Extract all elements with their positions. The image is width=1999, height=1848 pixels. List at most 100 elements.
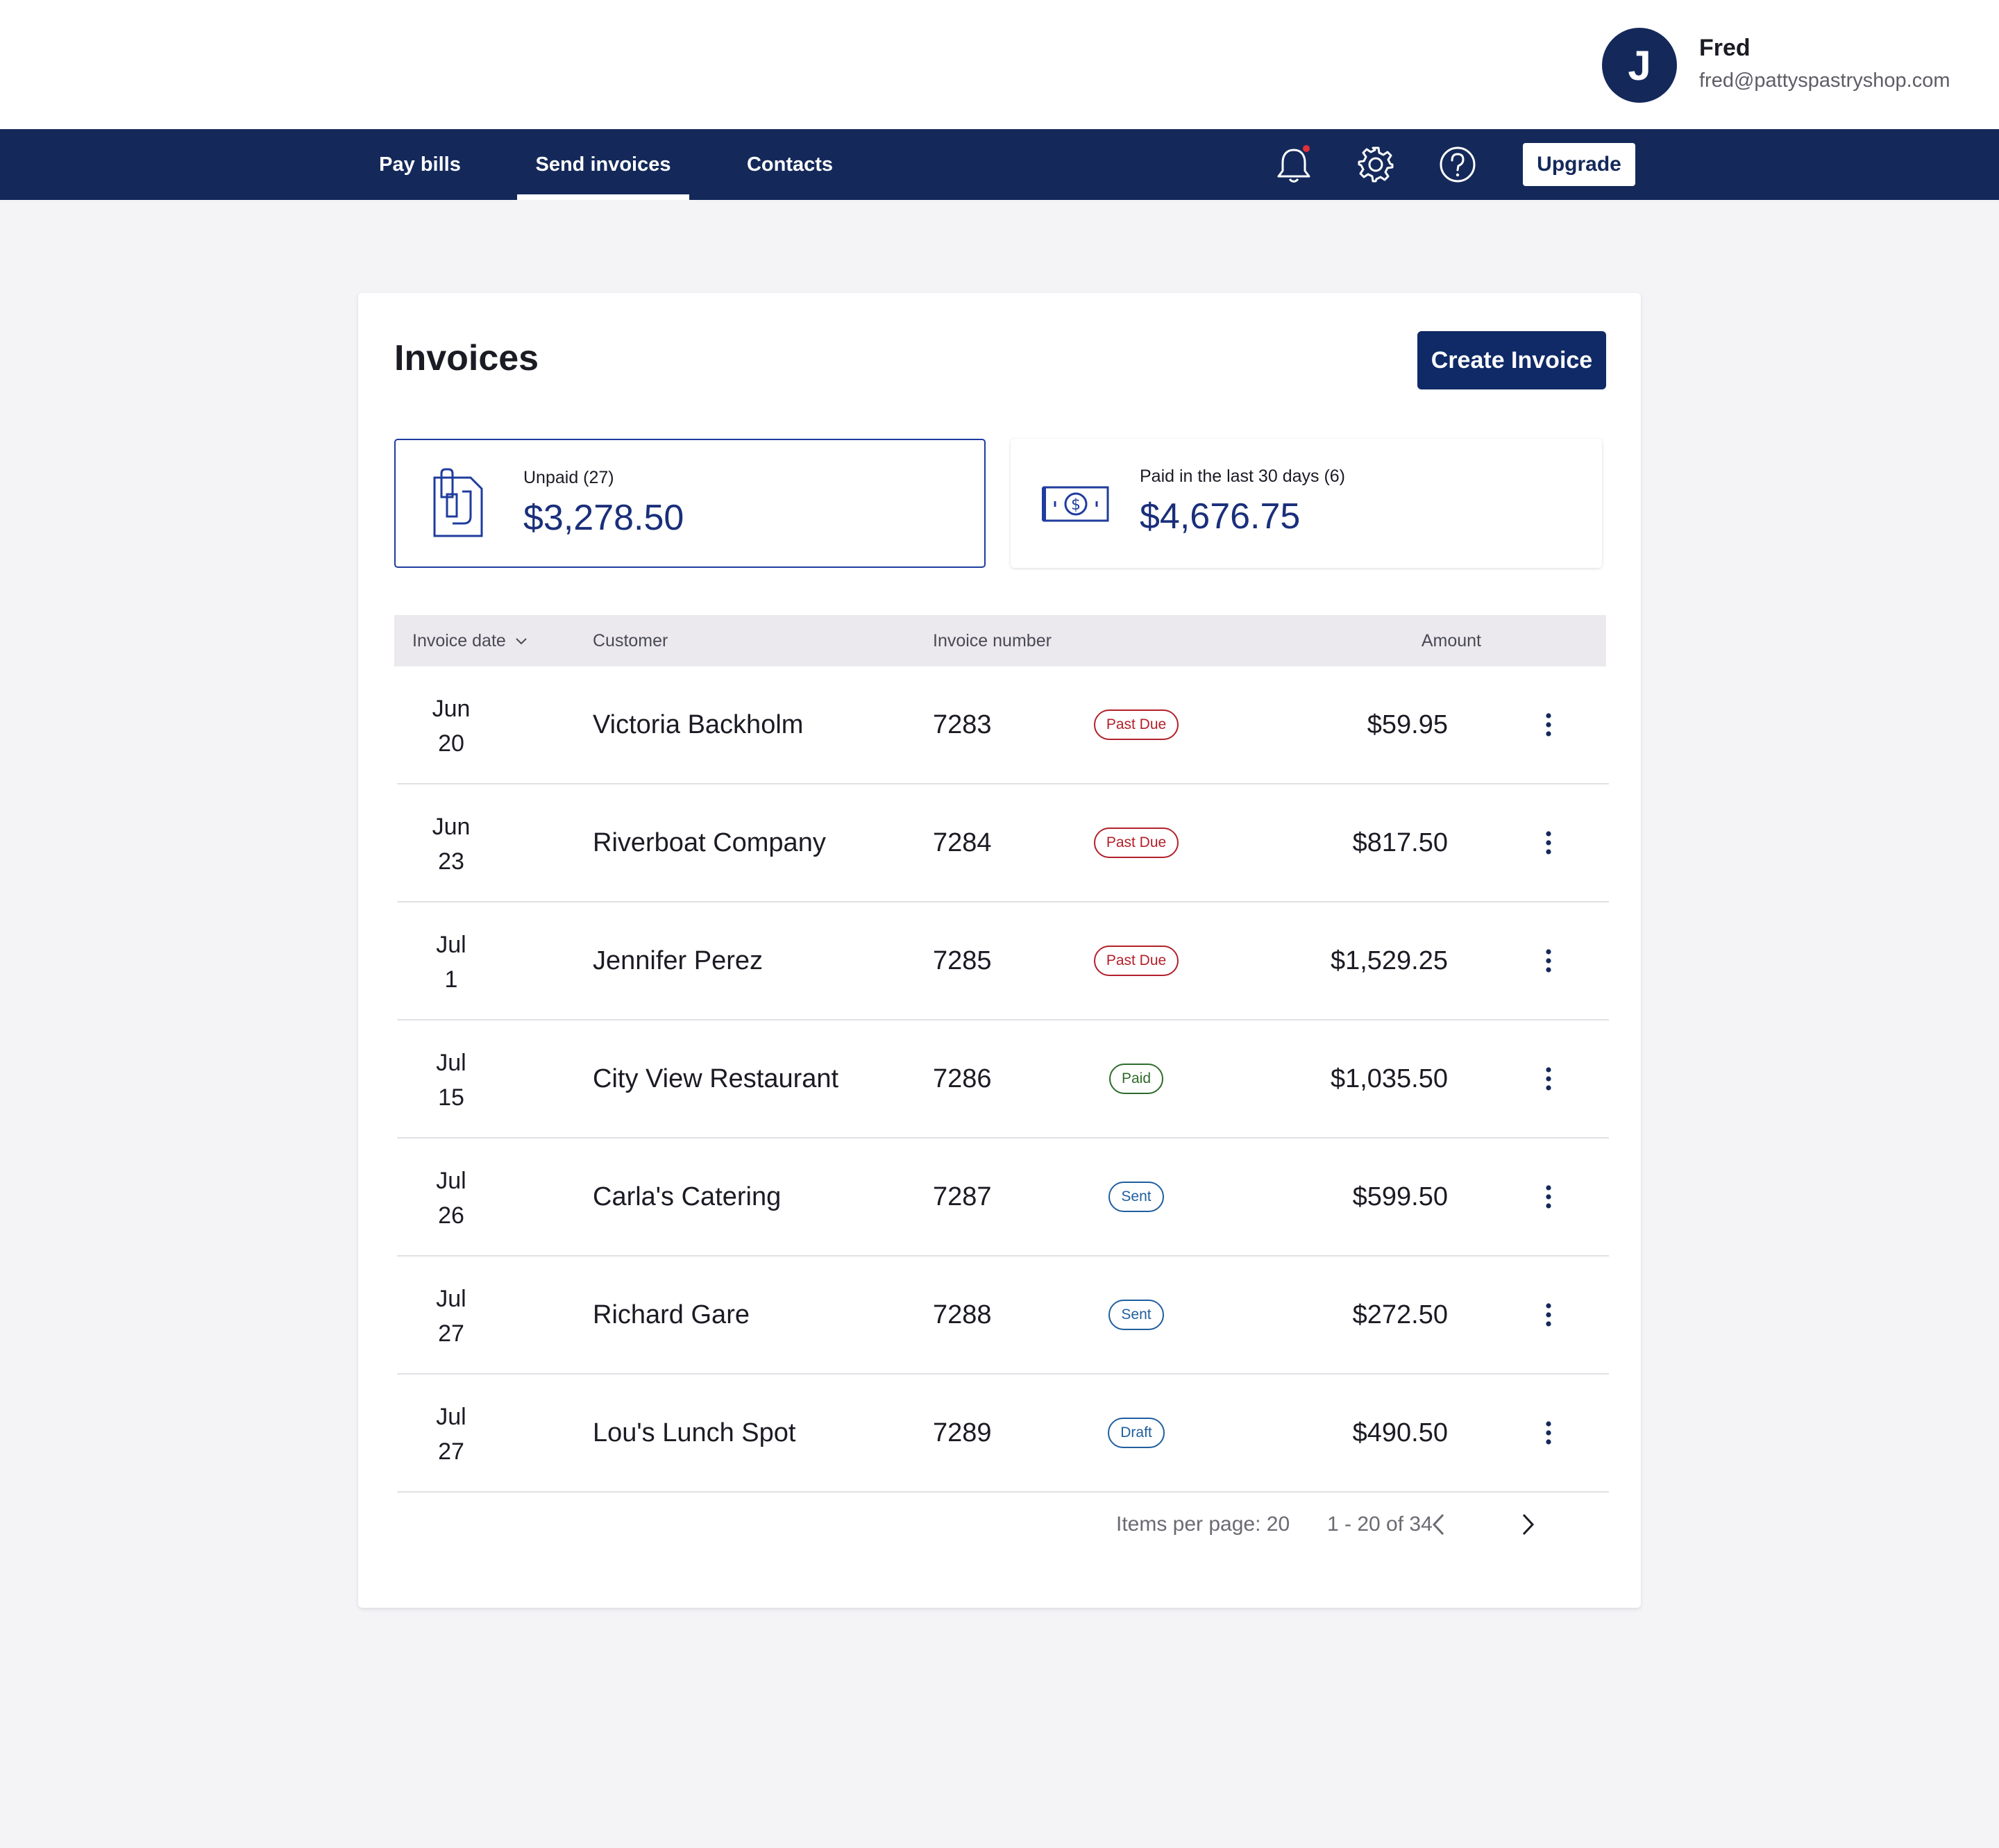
more-vertical-icon bbox=[1546, 1421, 1551, 1445]
invoice-date: Jul 27 bbox=[397, 1400, 505, 1469]
invoice-month: Jun bbox=[432, 696, 471, 722]
chevron-down-icon bbox=[516, 638, 527, 645]
table-row[interactable]: Jun 23 Riverboat Company 7284 Past Due $817.5… bbox=[397, 784, 1609, 902]
table-row[interactable]: Jul 27 Richard Gare 7288 Sent $272.50 bbox=[397, 1257, 1609, 1375]
invoice-number: 7286 bbox=[933, 1064, 992, 1093]
page-range: 1 - 20 of 34 bbox=[1327, 1513, 1433, 1536]
cash-icon: $ bbox=[1041, 483, 1111, 528]
tab-contacts-label: Contacts bbox=[746, 153, 834, 176]
invoice-amount: $817.50 bbox=[1352, 828, 1448, 857]
status-badge: Past Due bbox=[1093, 946, 1179, 976]
status-badge-cell: Paid bbox=[1095, 1020, 1178, 1137]
row-menu-button[interactable] bbox=[1531, 1061, 1566, 1096]
help-icon[interactable] bbox=[1437, 144, 1478, 185]
unpaid-value: $3,278.50 bbox=[523, 498, 684, 538]
row-menu-button[interactable] bbox=[1531, 943, 1566, 978]
invoice-day: 26 bbox=[438, 1202, 464, 1229]
invoice-rows: Jun 20 Victoria Backholm 7283 Past Due $59.95… bbox=[397, 666, 1609, 1493]
table-row[interactable]: Jul 1 Jennifer Perez 7285 Past Due $1,529.25 bbox=[397, 902, 1609, 1020]
invoice-date: Jul 1 bbox=[397, 927, 505, 997]
table-header: Invoice date Customer Invoice number Amo… bbox=[394, 615, 1606, 666]
customer-name: Riverboat Company bbox=[593, 828, 826, 857]
invoice-day: 23 bbox=[438, 848, 464, 875]
create-invoice-button[interactable]: Create Invoice bbox=[1417, 331, 1606, 389]
unpaid-summary-card[interactable]: Unpaid (27) $3,278.50 bbox=[394, 439, 986, 568]
tab-send-invoices-label: Send invoices bbox=[535, 153, 671, 176]
header-invoice-date-label: Invoice date bbox=[412, 631, 506, 650]
header-invoice-date[interactable]: Invoice date bbox=[412, 615, 528, 666]
upgrade-button[interactable]: Upgrade bbox=[1523, 143, 1635, 186]
tab-contacts[interactable]: Contacts bbox=[741, 129, 838, 200]
invoice-amount: $599.50 bbox=[1352, 1182, 1448, 1211]
status-badge-cell: Draft bbox=[1095, 1375, 1178, 1491]
invoice-month: Jul bbox=[436, 1286, 466, 1312]
row-menu-button[interactable] bbox=[1531, 825, 1566, 860]
user-name: Fred bbox=[1699, 35, 1751, 61]
status-badge: Past Due bbox=[1093, 828, 1179, 858]
more-vertical-icon bbox=[1546, 1185, 1551, 1209]
row-menu-button[interactable] bbox=[1531, 1297, 1566, 1332]
invoice-month: Jul bbox=[436, 1050, 466, 1076]
items-per-page[interactable]: Items per page: 20 bbox=[1116, 1513, 1290, 1536]
user-email: fred@pattyspastryshop.com bbox=[1699, 69, 1950, 92]
invoice-date: Jul 27 bbox=[397, 1282, 505, 1351]
customer-name: Jennifer Perez bbox=[593, 946, 764, 975]
paid-label: Paid in the last 30 days (6) bbox=[1140, 467, 1345, 486]
header-amount: Amount bbox=[1421, 631, 1481, 650]
customer-name: Carla's Catering bbox=[593, 1182, 782, 1211]
row-menu-button[interactable] bbox=[1531, 1416, 1566, 1450]
customer-name: Lou's Lunch Spot bbox=[593, 1418, 796, 1447]
paid-value: $4,676.75 bbox=[1140, 496, 1301, 537]
invoice-day: 20 bbox=[438, 730, 464, 757]
status-badge: Paid bbox=[1108, 1064, 1164, 1094]
prev-page-button[interactable] bbox=[1422, 1507, 1456, 1542]
table-row[interactable]: Jul 26 Carla's Catering 7287 Sent $599.50 bbox=[397, 1139, 1609, 1257]
invoice-month: Jun bbox=[432, 814, 471, 840]
status-badge-cell: Past Due bbox=[1093, 902, 1179, 1019]
pagination: Items per page: 20 1 - 20 of 34 bbox=[394, 1504, 1606, 1545]
invoice-day: 1 bbox=[444, 966, 458, 993]
invoice-number: 7287 bbox=[933, 1182, 992, 1211]
status-badge: Sent bbox=[1108, 1300, 1164, 1330]
top-header: J Fred fred@pattyspastryshop.com bbox=[0, 0, 1999, 129]
row-menu-button[interactable] bbox=[1531, 707, 1566, 742]
status-badge: Past Due bbox=[1093, 709, 1179, 740]
invoice-month: Jul bbox=[436, 932, 466, 958]
status-badge-cell: Past Due bbox=[1093, 666, 1179, 783]
invoice-date: Jul 26 bbox=[397, 1164, 505, 1233]
tab-pay-bills[interactable]: Pay bills bbox=[369, 129, 471, 200]
tab-send-invoices[interactable]: Send invoices bbox=[517, 129, 689, 200]
chevron-right-icon bbox=[1522, 1513, 1535, 1536]
invoice-number: 7283 bbox=[933, 710, 992, 739]
main-nav: Pay bills Send invoices Contacts bbox=[0, 129, 1999, 200]
customer-name: City View Restaurant bbox=[593, 1064, 839, 1093]
page-title: Invoices bbox=[394, 338, 539, 378]
header-customer: Customer bbox=[593, 631, 668, 650]
gear-icon[interactable] bbox=[1355, 144, 1397, 185]
table-row[interactable]: Jul 27 Lou's Lunch Spot 7289 Draft $490.50 bbox=[397, 1375, 1609, 1493]
paid-summary-card[interactable]: $ Paid in the last 30 days (6) $4,676.75 bbox=[1011, 439, 1602, 568]
invoice-date: Jun 20 bbox=[397, 691, 505, 761]
table-row[interactable]: Jun 20 Victoria Backholm 7283 Past Due $59.95 bbox=[397, 666, 1609, 784]
invoice-date: Jul 15 bbox=[397, 1045, 505, 1115]
bell-icon[interactable] bbox=[1273, 144, 1315, 185]
invoice-amount: $490.50 bbox=[1352, 1418, 1448, 1447]
header-invoice-number: Invoice number bbox=[933, 631, 1052, 650]
more-vertical-icon bbox=[1546, 831, 1551, 855]
status-badge-cell: Past Due bbox=[1093, 784, 1179, 901]
unpaid-label: Unpaid (27) bbox=[523, 468, 614, 487]
invoice-amount: $272.50 bbox=[1352, 1300, 1448, 1329]
more-vertical-icon bbox=[1546, 1067, 1551, 1091]
chevron-left-icon bbox=[1432, 1513, 1444, 1536]
more-vertical-icon bbox=[1546, 713, 1551, 737]
row-menu-button[interactable] bbox=[1531, 1179, 1566, 1214]
table-row[interactable]: Jul 15 City View Restaurant 7286 Paid $1,035.… bbox=[397, 1020, 1609, 1139]
invoice-amount: $1,035.50 bbox=[1330, 1064, 1448, 1093]
invoice-document-icon bbox=[432, 467, 484, 542]
invoice-month: Jul bbox=[436, 1168, 466, 1194]
avatar[interactable]: J bbox=[1602, 28, 1677, 103]
invoice-day: 15 bbox=[438, 1084, 464, 1111]
more-vertical-icon bbox=[1546, 949, 1551, 973]
invoice-number: 7284 bbox=[933, 828, 992, 857]
next-page-button[interactable] bbox=[1510, 1507, 1545, 1542]
